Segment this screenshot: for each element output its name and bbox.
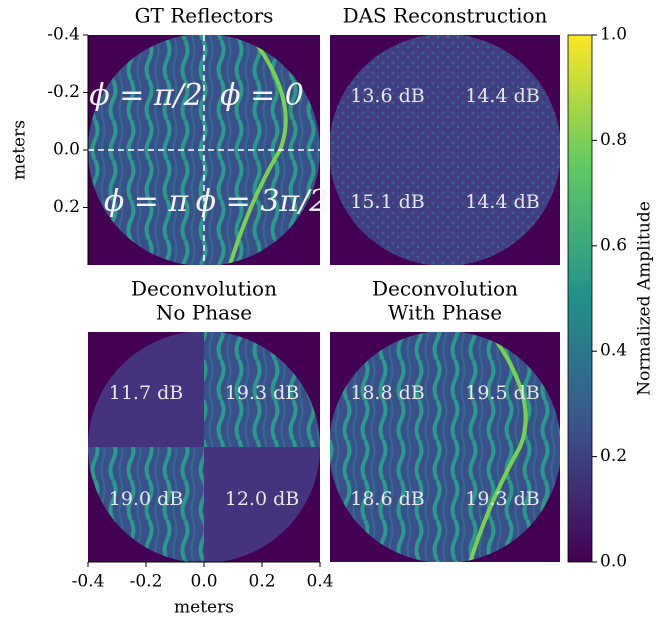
annotation: ϕ = π xyxy=(104,184,190,219)
annotation: ϕ = π/2 xyxy=(89,78,203,113)
x-tick-label: -0.4 xyxy=(72,572,105,592)
annotation: 18.6 dB xyxy=(350,488,424,510)
y-axis-label: meters xyxy=(10,120,30,180)
annotation: ϕ = 3π/2 xyxy=(196,184,329,219)
annotation: 11.7 dB xyxy=(109,382,183,404)
annotation: 14.4 dB xyxy=(465,191,539,213)
y-tick-label: -0.4 xyxy=(47,25,80,45)
x-axis-label: meters xyxy=(174,598,234,618)
colorbar-tick-label: 0.2 xyxy=(600,446,627,466)
colorbar-tick-label: 0.4 xyxy=(600,341,627,361)
annotation: 14.4 dB xyxy=(465,85,539,107)
y-tick-label: -0.2 xyxy=(47,82,80,102)
y-tick-label: 0.0 xyxy=(53,140,80,160)
annotation: 13.6 dB xyxy=(350,85,424,107)
panel-images xyxy=(88,34,560,563)
x-tick-label: -0.2 xyxy=(130,572,163,592)
annotation: 19.3 dB xyxy=(225,382,299,404)
colorbar-label: Normalized Amplitude xyxy=(635,201,655,396)
annotation: 19.5 dB xyxy=(465,382,539,404)
annotation: ϕ = 0 xyxy=(220,78,304,113)
annotation: 19.0 dB xyxy=(109,488,183,510)
x-tick-label: 0.2 xyxy=(248,572,275,592)
x-tick-label: 0.4 xyxy=(306,572,333,592)
annotation: 15.1 dB xyxy=(350,191,424,213)
panel-title: No Phase xyxy=(156,301,252,325)
colorbar-tick-label: 0.6 xyxy=(600,235,627,255)
colorbar xyxy=(567,34,593,563)
colorbar-tick-label: 0.0 xyxy=(600,552,627,572)
panel-title: DAS Reconstruction xyxy=(343,4,548,28)
panel-title: Deconvolution xyxy=(131,277,277,301)
x-tick-label: 0.0 xyxy=(190,572,217,592)
panel-title: GT Reflectors xyxy=(135,4,274,28)
panel-title: Deconvolution xyxy=(372,277,518,301)
annotation: 19.3 dB xyxy=(465,488,539,510)
y-tick-label: 0.2 xyxy=(53,197,80,217)
colorbar-tick-label: 1.0 xyxy=(600,25,627,45)
colorbar-tick-label: 0.8 xyxy=(600,130,627,150)
annotation: 18.8 dB xyxy=(350,382,424,404)
annotation: 12.0 dB xyxy=(225,488,299,510)
panel-title: With Phase xyxy=(388,301,502,325)
